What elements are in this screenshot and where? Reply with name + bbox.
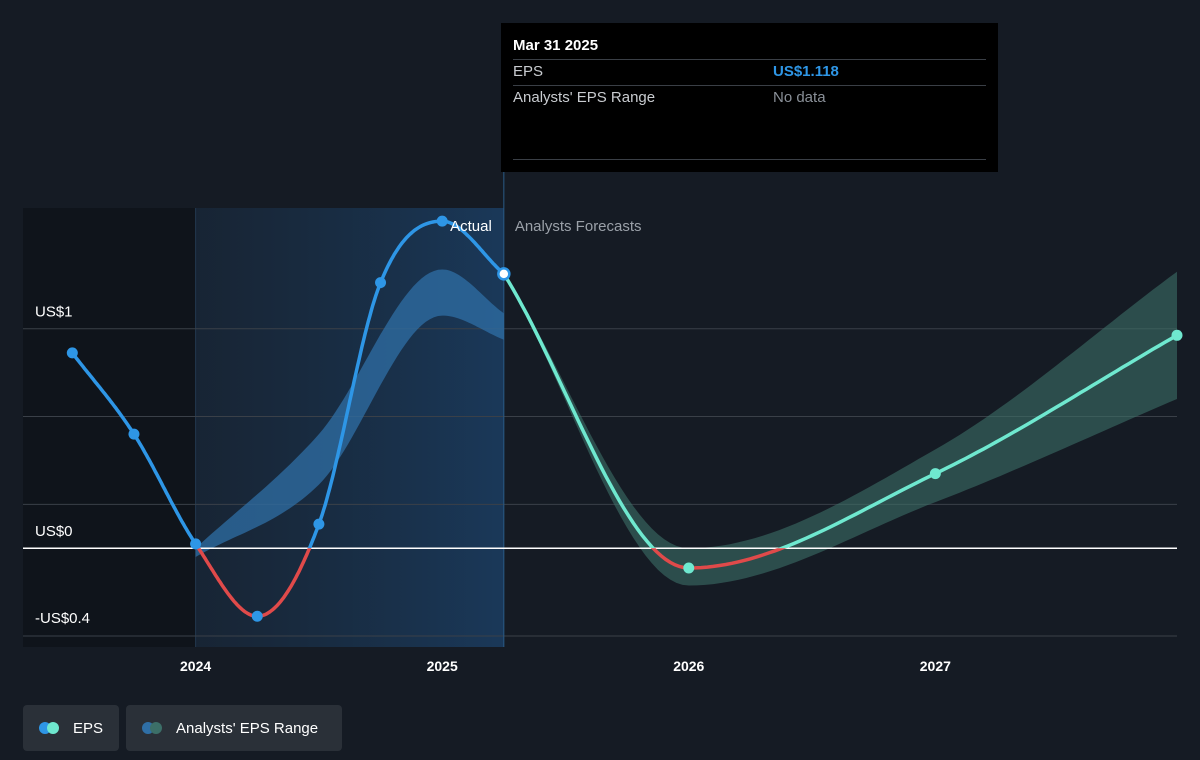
actual-segment-label: Actual [450, 218, 492, 235]
tooltip-eps-key: EPS [513, 63, 544, 80]
tooltip-row-range: Analysts' EPS Range No data [513, 85, 986, 111]
legend-item-eps-range[interactable]: Analysts' EPS Range [126, 705, 342, 751]
eps-actual-point-6 [436, 215, 448, 227]
eps-range-legend-icon [142, 722, 166, 734]
legend-label-eps: EPS [72, 719, 103, 737]
x-tick-label-0: 2024 [180, 658, 211, 674]
tooltip-eps-value: US$1.118 [773, 63, 839, 80]
tooltip-row-eps: EPS US$1.118 [513, 59, 986, 85]
eps-chart: US$1 US$0 -US$0.4 2024 2025 2026 2027 Actual Ana… [23, 172, 1183, 674]
eps-actual-line-negative [196, 548, 312, 619]
x-tick-label-2: 2026 [673, 658, 704, 674]
eps-forecast-point-2 [929, 468, 941, 480]
tooltip-range-key: Analysts' EPS Range [513, 89, 656, 106]
eps-forecast-line-positive [502, 272, 1179, 549]
eps-legend-icon [39, 722, 63, 734]
forecast-segment-label: Analysts Forecasts [515, 218, 642, 235]
eps-actual-point-4 [313, 518, 325, 530]
eps-forecast-point-3 [1171, 329, 1183, 341]
eps-actual-point-1 [128, 428, 140, 440]
y-tick-label-0: US$1 [35, 304, 73, 321]
tooltip-divider [513, 159, 986, 160]
chart-tooltip: Mar 31 2025 EPS US$1.118 Analysts' EPS R… [501, 23, 998, 172]
y-tick-label-1: US$0 [35, 523, 73, 540]
eps-actual-point-5 [375, 277, 387, 289]
eps-current-point [497, 267, 511, 281]
tooltip-range-value: No data [773, 89, 826, 106]
x-tick-label-1: 2025 [427, 658, 458, 674]
pre-range-shade [23, 208, 196, 647]
tooltip-date: Mar 31 2025 [513, 37, 599, 54]
eps-actual-point-3 [251, 610, 263, 622]
eps-actual-point-0 [66, 347, 78, 359]
eps-actual-point-2 [190, 538, 202, 550]
eps-range-band-forecast [503, 271, 1177, 586]
eps-range-band-past [195, 269, 504, 557]
eps-forecast-point-1 [683, 562, 695, 574]
legend-item-eps[interactable]: EPS [23, 705, 119, 751]
y-tick-label-2: -US$0.4 [35, 610, 90, 627]
legend-label-eps-range: Analysts' EPS Range [176, 719, 319, 737]
x-tick-label-3: 2027 [920, 658, 951, 674]
eps-actual-line-positive [70, 219, 506, 549]
